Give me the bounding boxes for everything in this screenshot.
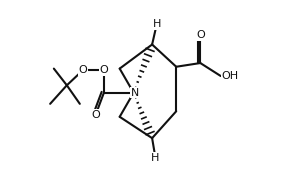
Text: O: O — [79, 66, 87, 75]
Text: H: H — [151, 153, 160, 163]
Text: H: H — [153, 19, 161, 29]
Text: O: O — [196, 30, 205, 40]
Text: N: N — [130, 88, 139, 98]
Text: O: O — [91, 110, 100, 120]
Text: O: O — [100, 66, 108, 75]
Text: OH: OH — [222, 71, 239, 81]
